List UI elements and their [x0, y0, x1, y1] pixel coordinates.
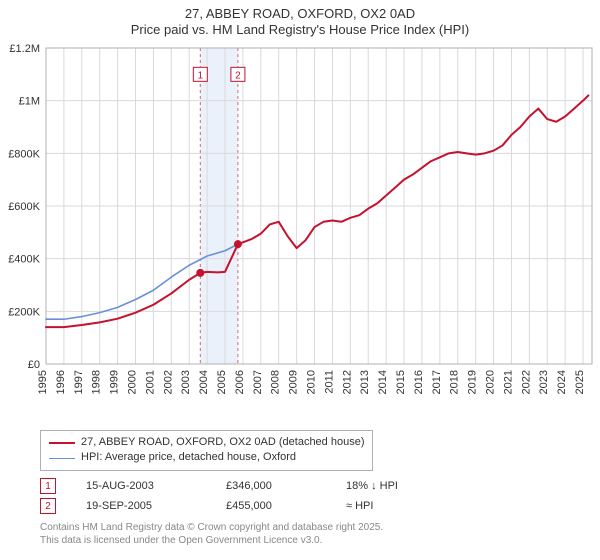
svg-text:£200K: £200K [8, 306, 40, 318]
svg-text:1999: 1999 [109, 370, 121, 394]
event-badge: 1 [40, 478, 56, 494]
svg-text:2020: 2020 [485, 370, 497, 394]
svg-text:1996: 1996 [55, 370, 67, 394]
license-line-1: Contains HM Land Registry data © Crown c… [40, 522, 383, 535]
svg-text:2003: 2003 [180, 370, 192, 394]
chart-area: £0 £200K £400K £600K £800K £1M £1.2M 1995 1996 19… [0, 42, 600, 422]
svg-text:2018: 2018 [449, 370, 461, 394]
svg-text:2008: 2008 [270, 370, 282, 394]
line-chart-svg: £0 £200K £400K £600K £800K £1M £1.2M 1995 1996 19… [0, 42, 600, 422]
svg-text:2015: 2015 [395, 370, 407, 394]
svg-text:2007: 2007 [252, 370, 264, 394]
svg-text:2023: 2023 [538, 370, 550, 394]
sale-event-row: 1 15-AUG-2003 £346,000 18% ↓ HPI [40, 476, 436, 496]
svg-text:1995: 1995 [37, 370, 49, 394]
svg-text:£800K: £800K [8, 148, 40, 160]
svg-text:2025: 2025 [574, 370, 586, 394]
svg-text:£1.2M: £1.2M [9, 43, 40, 55]
svg-text:2010: 2010 [306, 370, 318, 394]
event-date: 15-AUG-2003 [86, 480, 196, 492]
event-badge: 2 [40, 498, 56, 514]
svg-text:2016: 2016 [413, 370, 425, 394]
svg-text:1997: 1997 [73, 370, 85, 394]
license-line-2: This data is licensed under the Open Gov… [40, 535, 383, 548]
chart-title: 27, ABBEY ROAD, OXFORD, OX2 0AD Price pa… [0, 0, 600, 39]
svg-text:2014: 2014 [377, 370, 389, 394]
event-price: £455,000 [226, 500, 316, 512]
sale-events-table: 1 15-AUG-2003 £346,000 18% ↓ HPI 2 19-SEP-200… [40, 476, 436, 516]
legend-label: 27, ABBEY ROAD, OXFORD, OX2 0AD (detache… [81, 435, 364, 450]
sale-event-row: 2 19-SEP-2005 £455,000 ≈ HPI [40, 496, 436, 516]
svg-text:2021: 2021 [502, 370, 514, 394]
legend-item: 27, ABBEY ROAD, OXFORD, OX2 0AD (detache… [49, 435, 364, 450]
event-vs-hpi: ≈ HPI [346, 500, 436, 512]
svg-text:£600K: £600K [8, 201, 40, 213]
svg-text:1998: 1998 [91, 370, 103, 394]
svg-text:2001: 2001 [144, 370, 156, 394]
svg-text:2009: 2009 [288, 370, 300, 394]
svg-text:£400K: £400K [8, 254, 40, 266]
legend: 27, ABBEY ROAD, OXFORD, OX2 0AD (detache… [40, 430, 373, 471]
svg-text:2006: 2006 [234, 370, 246, 394]
svg-text:2011: 2011 [323, 370, 335, 394]
event-price: £346,000 [226, 480, 316, 492]
svg-text:2002: 2002 [162, 370, 174, 394]
legend-swatch [49, 442, 75, 444]
title-line-2: Price paid vs. HM Land Registry's House … [0, 22, 600, 38]
event-vs-hpi: 18% ↓ HPI [346, 480, 436, 492]
svg-text:2012: 2012 [341, 370, 353, 394]
svg-text:£1M: £1M [19, 96, 40, 108]
svg-text:2005: 2005 [216, 370, 228, 394]
svg-text:2000: 2000 [127, 370, 139, 394]
license-text: Contains HM Land Registry data © Crown c… [40, 522, 383, 547]
title-line-1: 27, ABBEY ROAD, OXFORD, OX2 0AD [0, 6, 600, 22]
svg-text:2019: 2019 [467, 370, 479, 394]
svg-text:2022: 2022 [520, 370, 532, 394]
svg-text:2: 2 [235, 70, 241, 81]
legend-label: HPI: Average price, detached house, Oxfo… [81, 450, 296, 465]
svg-text:1: 1 [198, 70, 204, 81]
svg-text:2013: 2013 [359, 370, 371, 394]
svg-text:2004: 2004 [198, 370, 210, 394]
svg-text:2017: 2017 [431, 370, 443, 394]
event-date: 19-SEP-2005 [86, 500, 196, 512]
svg-text:2024: 2024 [556, 370, 568, 394]
legend-swatch [49, 458, 75, 459]
legend-item: HPI: Average price, detached house, Oxfo… [49, 450, 364, 465]
svg-text:£0: £0 [28, 359, 40, 371]
